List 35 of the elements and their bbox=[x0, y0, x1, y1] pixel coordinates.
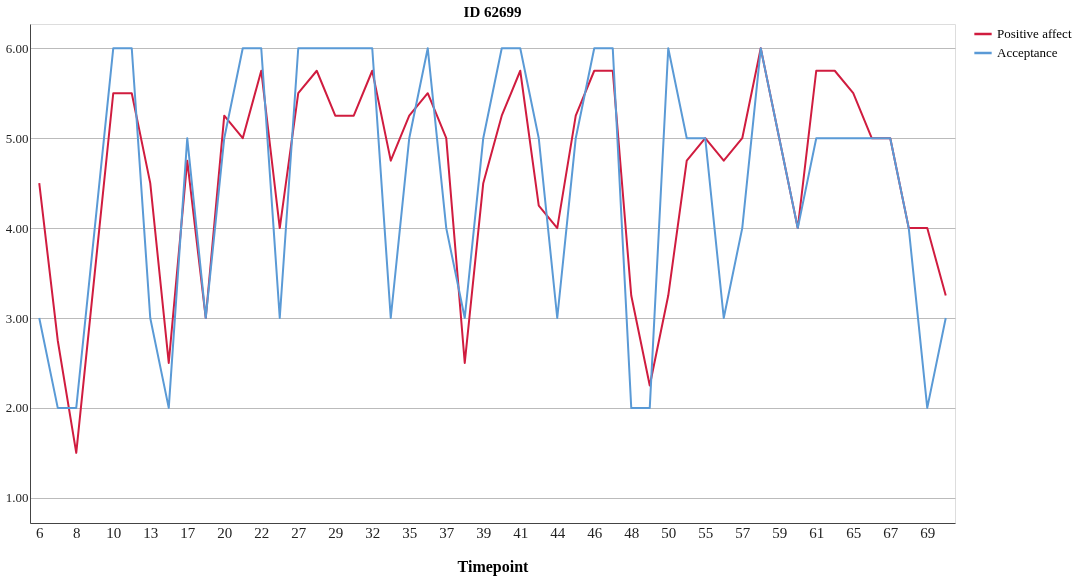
x-tick-label: 17 bbox=[180, 524, 196, 541]
legend-label: Positive affect bbox=[997, 26, 1072, 41]
x-tick-label: 20 bbox=[217, 524, 233, 541]
x-tick-label: 41 bbox=[513, 524, 529, 541]
x-tick-label: 8 bbox=[73, 524, 81, 541]
x-tick-label: 37 bbox=[439, 524, 455, 541]
x-tick-label: 13 bbox=[143, 524, 159, 541]
x-tick-label: 61 bbox=[809, 524, 825, 541]
x-tick-label: 39 bbox=[476, 524, 492, 541]
x-tick-label: 67 bbox=[883, 524, 899, 541]
x-tick-label: 10 bbox=[106, 524, 122, 541]
y-tick-label: 3.00 bbox=[5, 310, 29, 326]
legend-label: Acceptance bbox=[997, 45, 1058, 60]
x-tick-label: 57 bbox=[735, 524, 751, 541]
x-tick-label: 27 bbox=[291, 524, 307, 541]
x-tick-label: 6 bbox=[36, 524, 44, 541]
chart-title: ID 62699 bbox=[463, 4, 522, 20]
y-tick-label: 6.00 bbox=[5, 40, 29, 56]
x-tick-label: 65 bbox=[846, 524, 862, 541]
x-tick-label: 48 bbox=[624, 524, 640, 541]
x-tick-label: 50 bbox=[661, 524, 677, 541]
x-tick-label: 55 bbox=[698, 524, 714, 541]
x-tick-label: 32 bbox=[365, 524, 381, 541]
x-tick-label: 46 bbox=[587, 524, 603, 541]
y-tick-label: 5.00 bbox=[5, 130, 29, 146]
x-tick-label: 35 bbox=[402, 524, 418, 541]
x-axis-title: Timepoint bbox=[457, 557, 530, 576]
y-tick-label: 4.00 bbox=[5, 220, 29, 236]
x-tick-label: 44 bbox=[550, 524, 566, 541]
y-tick-label: 1.00 bbox=[5, 490, 29, 506]
x-tick-label: 22 bbox=[254, 524, 270, 541]
y-tick-label: 2.00 bbox=[5, 400, 29, 416]
x-tick-label: 59 bbox=[772, 524, 788, 541]
x-tick-label: 29 bbox=[328, 524, 344, 541]
x-tick-label: 69 bbox=[920, 524, 936, 541]
